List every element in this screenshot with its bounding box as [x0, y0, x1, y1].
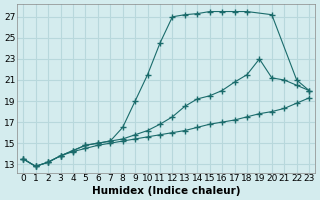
X-axis label: Humidex (Indice chaleur): Humidex (Indice chaleur): [92, 186, 240, 196]
